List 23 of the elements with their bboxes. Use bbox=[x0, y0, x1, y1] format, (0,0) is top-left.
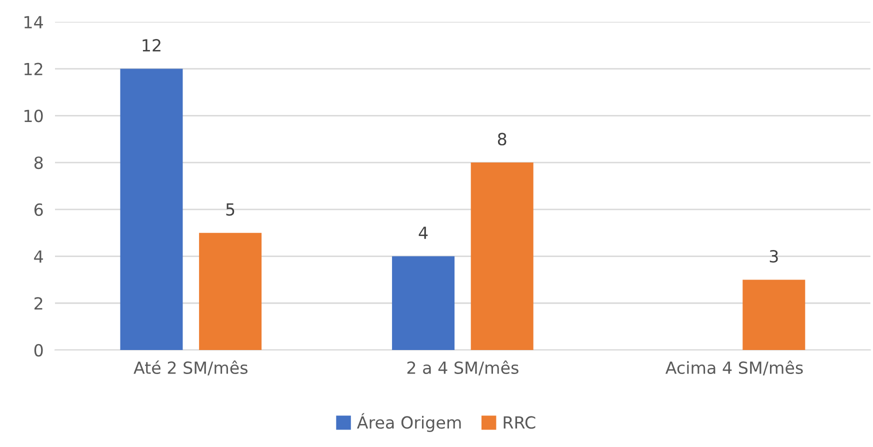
bar bbox=[199, 232, 262, 350]
data-label: 5 bbox=[226, 203, 234, 216]
bar bbox=[470, 162, 534, 350]
y-tick-label: 8 bbox=[34, 156, 43, 170]
bar bbox=[392, 256, 455, 350]
y-tick-label: 4 bbox=[34, 250, 43, 263]
bar bbox=[120, 68, 183, 350]
x-tick-label: 2 a 4 SM/mês bbox=[407, 360, 518, 376]
y-tick-label: 0 bbox=[34, 344, 43, 357]
data-label: 12 bbox=[142, 39, 160, 52]
y-tick-label: 6 bbox=[34, 203, 43, 216]
y-tick-label: 10 bbox=[24, 110, 43, 122]
x-tick-label: Até 2 SM/mês bbox=[134, 360, 248, 376]
y-tick-label: 2 bbox=[34, 297, 42, 310]
y-tick-label: 14 bbox=[24, 16, 43, 28]
x-tick-label: Acima 4 SM/mês bbox=[665, 360, 803, 376]
data-label: 8 bbox=[498, 132, 506, 146]
data-label: 3 bbox=[770, 250, 778, 263]
legend-label: RRC bbox=[504, 416, 536, 429]
legend-label: Área Origem bbox=[356, 413, 461, 432]
bar bbox=[742, 280, 806, 350]
data-label: 4 bbox=[418, 226, 428, 239]
y-tick-label: 12 bbox=[24, 62, 42, 76]
